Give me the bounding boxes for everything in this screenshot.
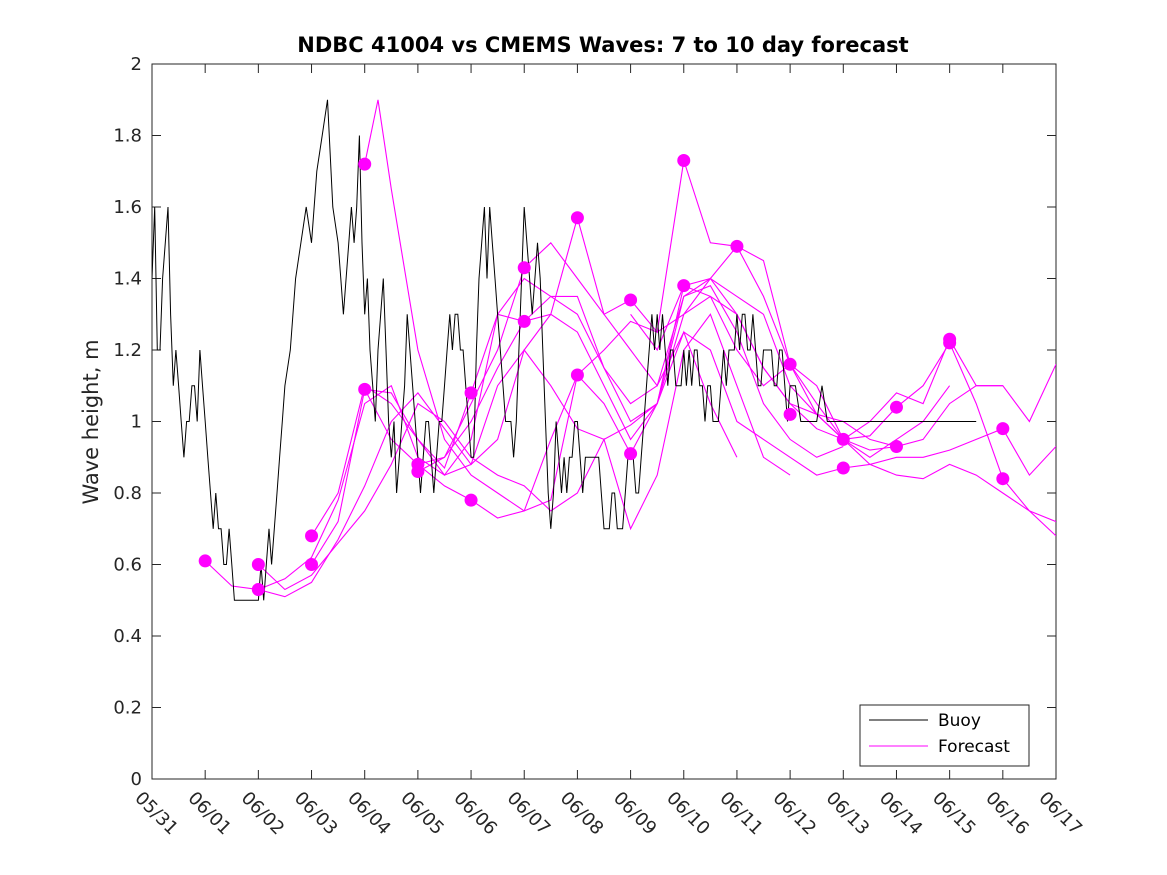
forecast-start-marker [198, 554, 212, 568]
forecast-start-marker [943, 336, 957, 350]
forecast-start-marker [358, 157, 372, 171]
y-axis-label: Wave height, m [79, 339, 103, 504]
legend: Buoy Forecast [859, 704, 1030, 767]
forecast-start-marker [517, 261, 531, 275]
forecast-start-marker [730, 239, 744, 253]
forecast-start-marker [251, 558, 265, 571]
forecast-start-marker [996, 472, 1010, 486]
legend-box [859, 704, 1030, 767]
forecast-start-marker [836, 461, 850, 475]
forecast-start-marker [570, 211, 584, 225]
forecast-start-marker [677, 154, 691, 168]
forecast-start-marker [624, 293, 638, 307]
y-tick-label: 1.6 [113, 197, 142, 218]
legend-buoy-label: Buoy [938, 711, 981, 731]
forecast-start-marker [624, 447, 638, 461]
forecast-start-marker [996, 422, 1010, 436]
forecast-start-marker [570, 368, 584, 382]
forecast-start-marker [836, 432, 850, 446]
y-tick-label: 2 [131, 54, 142, 75]
forecast-line-2 [258, 313, 791, 591]
y-tick-label: 0.4 [113, 626, 142, 647]
y-tick-label: 0.2 [113, 698, 142, 719]
forecast-line-7 [364, 284, 1056, 523]
forecast-start-marker [411, 465, 425, 479]
forecast-start-marker [517, 314, 531, 328]
forecast-start-marker [783, 357, 797, 371]
y-tick-label: 1.8 [113, 126, 142, 147]
y-tick-label: 0 [131, 769, 142, 790]
forecast-start-marker [677, 279, 691, 293]
y-tick-label: 1.4 [113, 269, 142, 290]
forecast-start-marker [305, 558, 319, 571]
legend-forecast-label: Forecast [938, 737, 1010, 757]
forecast-start-marker [783, 407, 797, 421]
forecast-start-marker [305, 529, 319, 543]
forecast-start-marker [251, 583, 265, 597]
y-tick-label: 0.8 [113, 483, 142, 504]
forecast-start-marker [464, 493, 478, 507]
plot-series [152, 99, 1056, 601]
chart-title: NDBC 41004 vs CMEMS Waves: 7 to 10 day f… [297, 33, 908, 57]
forecast-start-marker [358, 382, 372, 396]
forecast-start-marker [889, 440, 903, 454]
forecast-start-marker [464, 386, 478, 400]
y-tick-label: 0.6 [113, 555, 142, 576]
forecast-start-marker [889, 400, 903, 414]
y-tick-label: 1.2 [113, 340, 142, 361]
y-tick-label: 1 [131, 412, 142, 433]
buoy-line [152, 99, 977, 601]
